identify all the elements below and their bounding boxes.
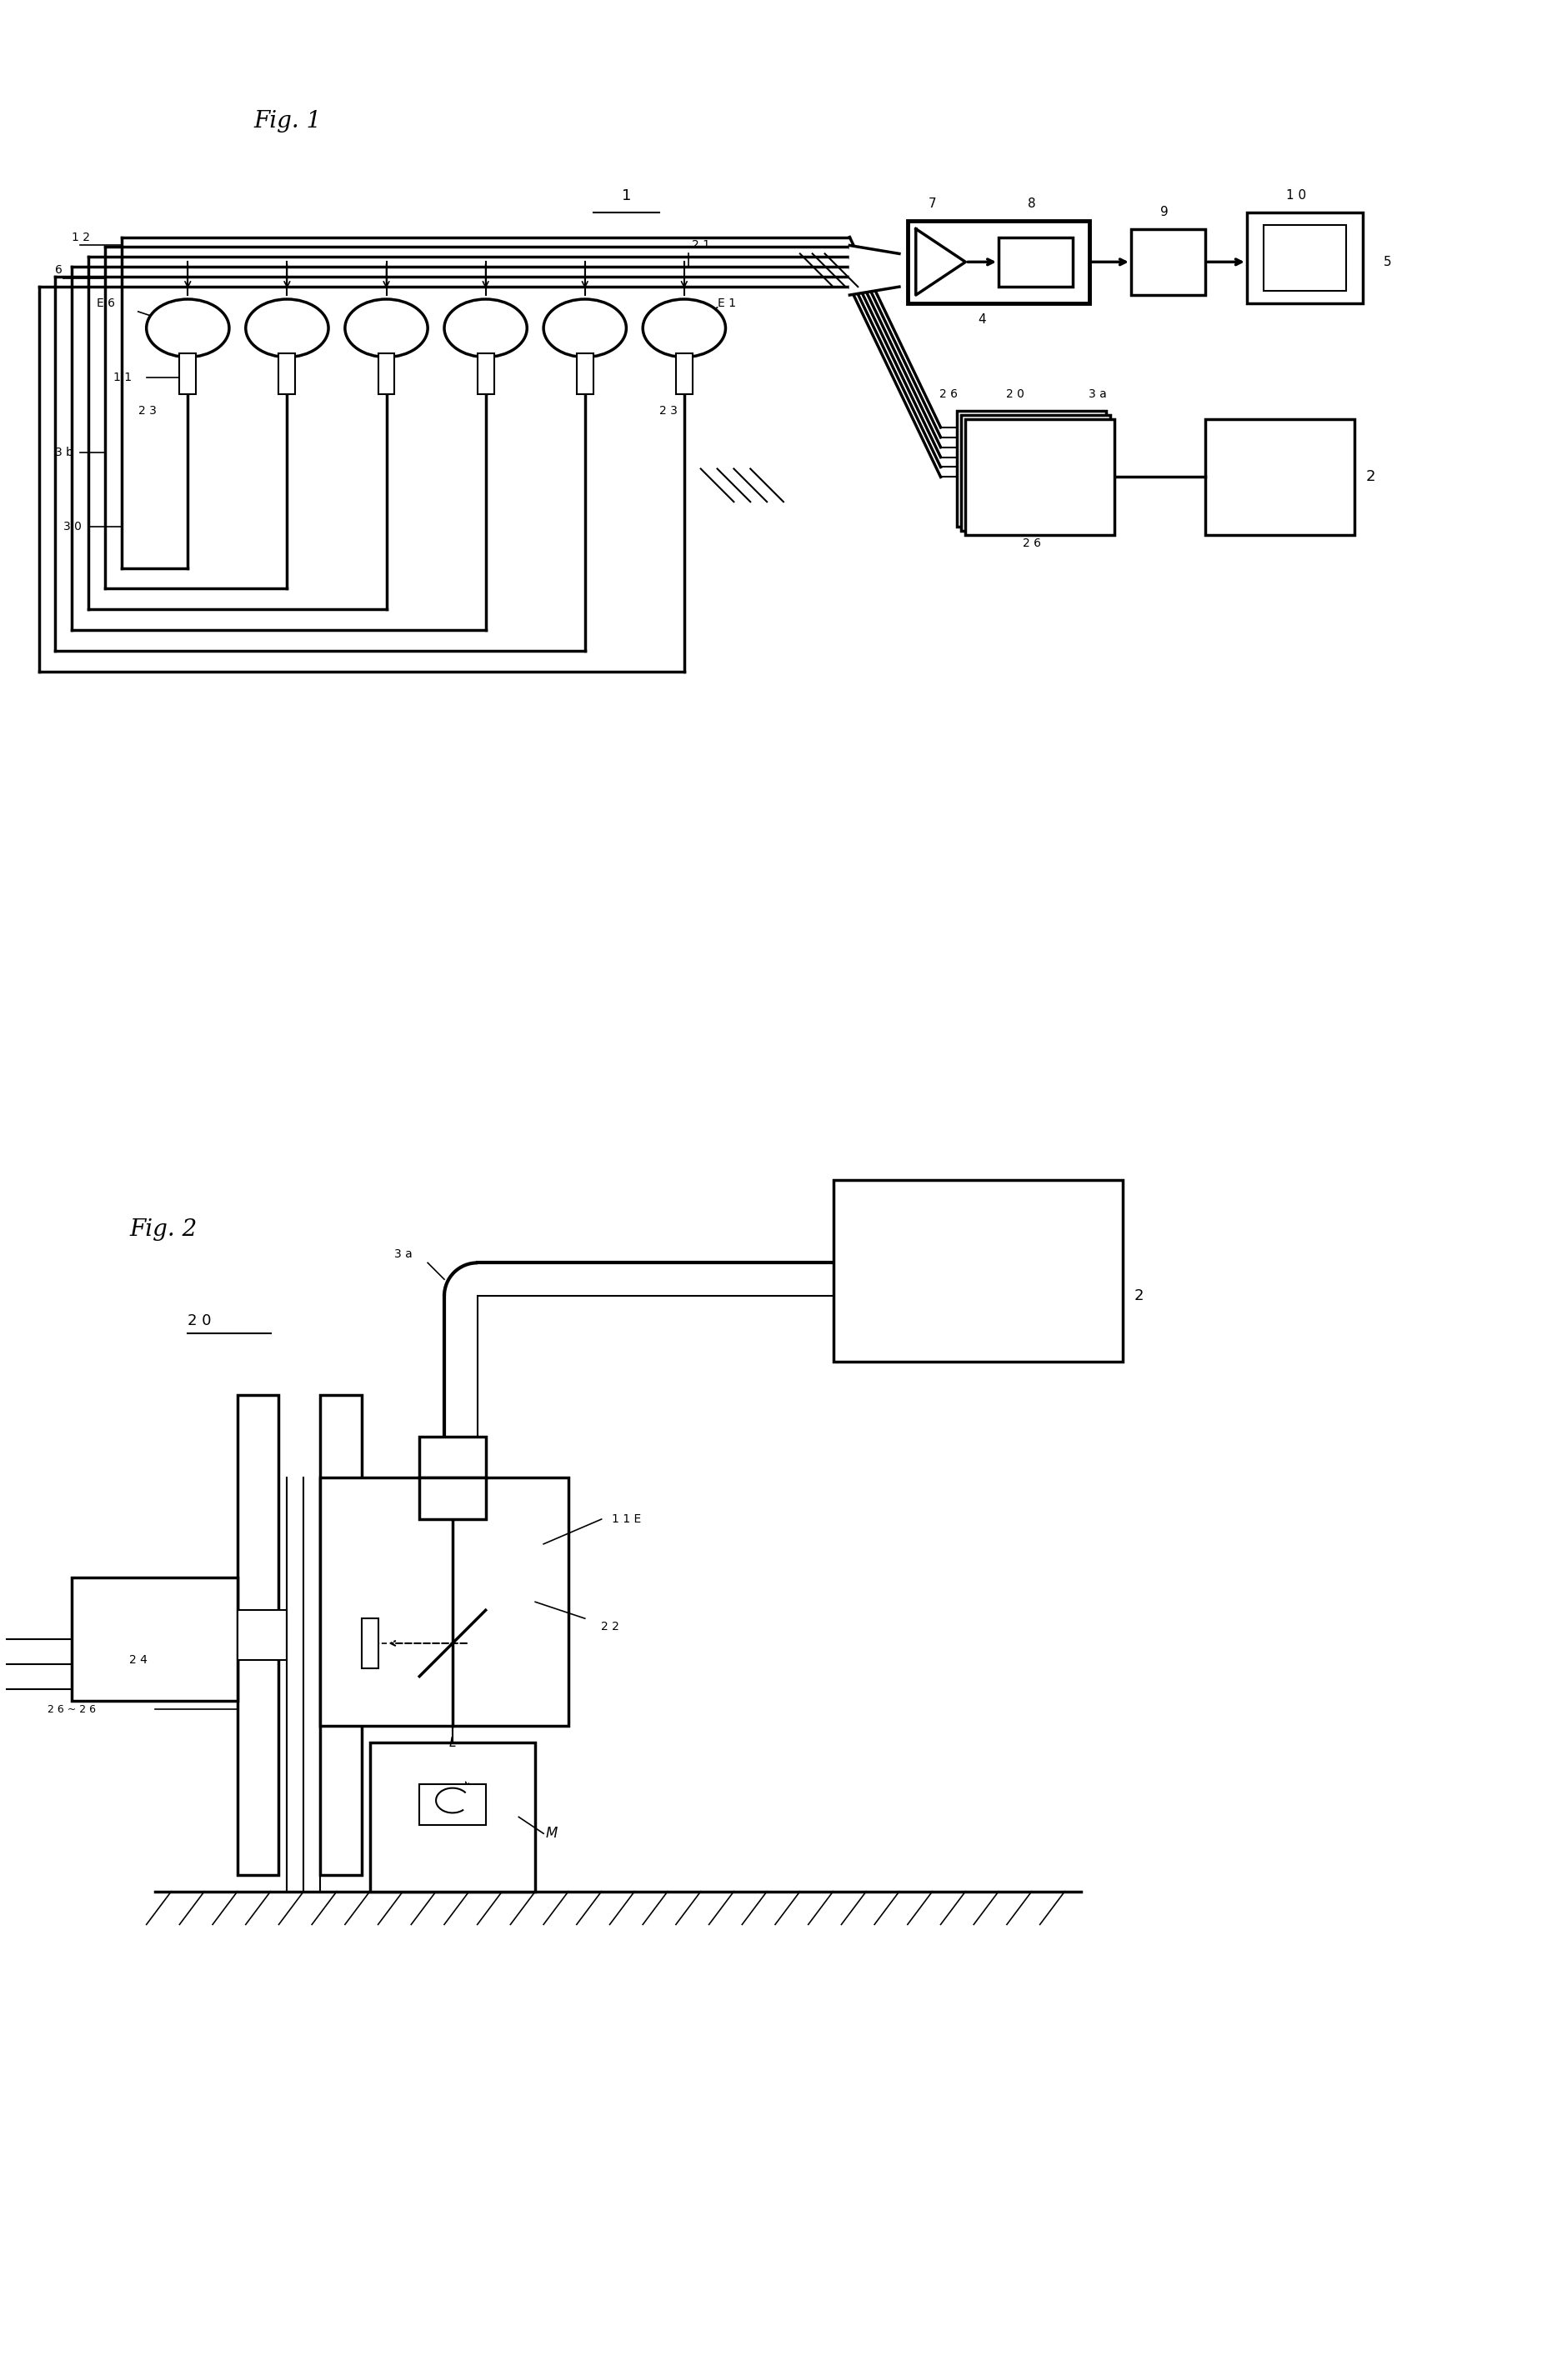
Text: 2 3: 2 3 — [659, 405, 677, 416]
Text: 2 3: 2 3 — [139, 405, 156, 416]
Bar — [419, 1478, 486, 1518]
Bar — [321, 1478, 568, 1726]
Bar — [72, 1578, 237, 1702]
Text: 1 0: 1 0 — [1286, 190, 1306, 202]
Text: 2 1: 2 1 — [691, 240, 710, 252]
Bar — [1205, 419, 1355, 536]
Bar — [279, 352, 296, 395]
Bar — [1263, 224, 1347, 290]
Ellipse shape — [246, 300, 329, 357]
Text: 4: 4 — [978, 314, 986, 326]
Bar — [478, 352, 494, 395]
Polygon shape — [916, 228, 965, 295]
Bar — [419, 1438, 486, 1478]
Bar — [237, 1395, 279, 1875]
Text: 2 6 ~ 2 6: 2 6 ~ 2 6 — [47, 1704, 95, 1716]
Bar — [321, 1395, 361, 1875]
Text: 1: 1 — [621, 188, 631, 202]
Bar — [419, 1785, 486, 1825]
Text: 1 1 E: 1 1 E — [612, 1514, 641, 1526]
Bar — [965, 419, 1115, 536]
Bar — [908, 221, 1090, 302]
Text: 2 6: 2 6 — [1023, 538, 1040, 550]
Text: 3 a: 3 a — [1088, 388, 1107, 400]
Bar — [998, 238, 1073, 286]
Bar — [361, 1618, 378, 1668]
Bar — [179, 352, 196, 395]
Bar — [961, 414, 1110, 531]
Text: 3 0: 3 0 — [64, 521, 83, 533]
Bar — [676, 352, 693, 395]
Text: Fig. 2: Fig. 2 — [129, 1219, 198, 1240]
Polygon shape — [850, 245, 900, 295]
Bar — [576, 352, 593, 395]
Ellipse shape — [444, 300, 526, 357]
Text: M: M — [547, 1825, 557, 1842]
Bar — [833, 1180, 1123, 1361]
Text: 2: 2 — [1135, 1288, 1144, 1304]
Text: Fig. 1: Fig. 1 — [254, 109, 322, 133]
Text: 3 b: 3 b — [56, 447, 73, 457]
Bar — [371, 1742, 536, 1892]
Text: 5: 5 — [1383, 255, 1392, 269]
Text: E 1: E 1 — [718, 298, 735, 309]
Ellipse shape — [346, 300, 428, 357]
Text: 9: 9 — [1160, 207, 1168, 219]
Text: E 6: E 6 — [97, 298, 115, 309]
Ellipse shape — [543, 300, 626, 357]
Bar — [378, 352, 394, 395]
Bar — [958, 412, 1105, 526]
Text: 2 4: 2 4 — [129, 1654, 148, 1666]
Ellipse shape — [146, 300, 229, 357]
Bar — [1130, 228, 1205, 295]
Ellipse shape — [643, 300, 726, 357]
Text: 8: 8 — [1028, 198, 1035, 209]
Bar — [237, 1611, 286, 1659]
Bar — [1247, 212, 1362, 302]
Text: 6: 6 — [56, 264, 62, 276]
Text: 7: 7 — [928, 198, 936, 209]
Text: 2 2: 2 2 — [601, 1621, 618, 1633]
Text: L: L — [448, 1737, 456, 1749]
Text: 2 0: 2 0 — [1006, 388, 1025, 400]
Text: 3 a: 3 a — [394, 1250, 413, 1261]
Text: 1 1 R: 1 1 R — [420, 1440, 452, 1449]
Text: 1 1: 1 1 — [114, 371, 132, 383]
Text: 2 0: 2 0 — [188, 1314, 212, 1328]
Text: 1 2: 1 2 — [72, 231, 90, 243]
Text: 2 6: 2 6 — [940, 388, 958, 400]
Text: 2: 2 — [1365, 469, 1376, 486]
